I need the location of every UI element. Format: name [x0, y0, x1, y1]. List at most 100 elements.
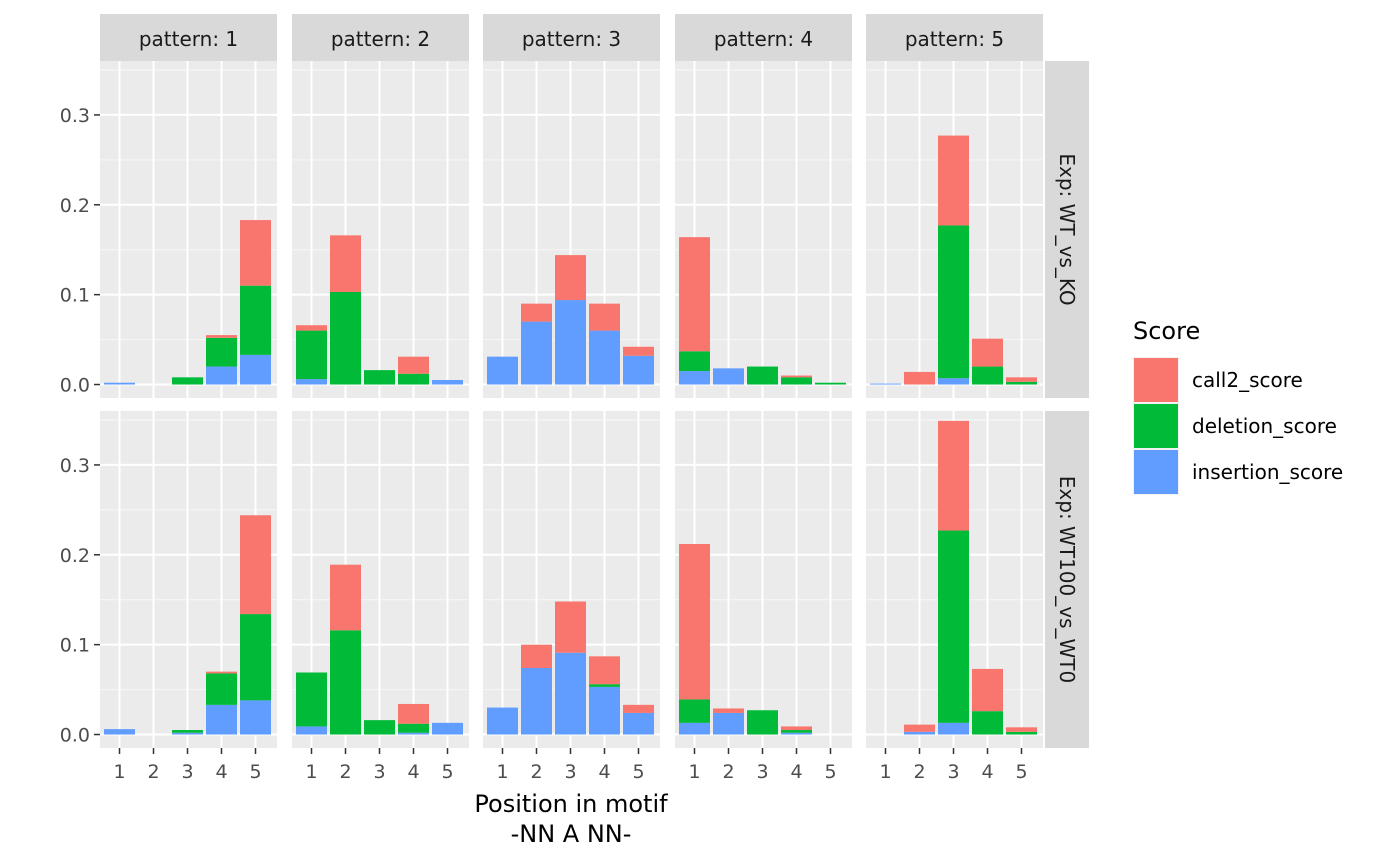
bar-insertion_score-pos1: [296, 379, 327, 385]
facet-strip-top: [292, 14, 469, 61]
bar-deletion_score-pos4: [206, 673, 237, 705]
bar-call2_score-pos2: [330, 564, 361, 631]
bar-insertion_score-pos3: [938, 722, 969, 735]
bar-deletion_score-pos3: [364, 370, 395, 385]
bar-call2_score-pos4: [589, 303, 620, 331]
legend-swatch-insertion_score: [1134, 450, 1178, 494]
bar-deletion_score-pos1: [679, 351, 710, 372]
facet-strip-top: [483, 14, 660, 61]
x-tick-label: 4: [981, 761, 993, 783]
x-tick-label: 2: [722, 761, 734, 783]
bar-insertion_score-pos2: [521, 321, 552, 385]
x-tick-label: 3: [564, 761, 576, 783]
bar-call2_score-pos3: [555, 601, 586, 653]
facet-strip-label: pattern: 3: [522, 27, 621, 51]
facet-strip-right: [1045, 411, 1089, 748]
bar-deletion_score-pos4: [972, 711, 1003, 735]
legend-swatch-deletion_score: [1134, 404, 1178, 448]
legend-swatch-call2_score: [1134, 358, 1178, 402]
bar-deletion_score-pos1: [296, 672, 327, 727]
bar-insertion_score-pos1: [296, 726, 327, 735]
bar-insertion_score-pos1: [679, 722, 710, 735]
x-tick-label: 4: [598, 761, 610, 783]
bar-insertion_score-pos1: [487, 356, 518, 385]
bar-call2_score-pos3: [938, 420, 969, 531]
bar-insertion_score-pos5: [240, 700, 271, 735]
legend: Score call2_score deletion_score insertion…: [1133, 317, 1343, 495]
x-tick-label: 2: [530, 761, 542, 783]
x-tick-label: 5: [249, 761, 261, 783]
bar-deletion_score-pos3: [747, 710, 778, 735]
panel-r2-c2: [292, 411, 469, 748]
bar-insertion_score-pos5: [623, 355, 654, 385]
bar-call2_score-pos4: [589, 656, 620, 685]
x-tick-label: 1: [879, 761, 891, 783]
panel-r1-c1: [100, 61, 277, 398]
y-tick-label: 0.3: [60, 105, 90, 127]
bar-call2_score-pos4: [781, 375, 812, 378]
bar-call2_score-pos4: [206, 671, 237, 674]
x-tick-label: 5: [441, 761, 453, 783]
bar-call2_score-pos5: [623, 346, 654, 356]
bar-insertion_score-pos5: [623, 712, 654, 735]
legend-label-call2_score: call2_score: [1192, 368, 1303, 392]
x-axis-title-line-1: Position in motif: [474, 790, 668, 818]
bar-deletion_score-pos4: [589, 684, 620, 687]
panel-r1-c4: [675, 61, 852, 398]
bar-deletion_score-pos2: [330, 630, 361, 735]
bar-insertion_score-pos5: [432, 722, 463, 735]
panel-r1-c2: [292, 61, 469, 398]
x-tick-label: 4: [215, 761, 227, 783]
bar-call2_score-pos5: [623, 704, 654, 713]
bar-deletion_score-pos3: [172, 377, 203, 385]
bar-insertion_score-pos1: [104, 729, 135, 735]
bar-call2_score-pos2: [904, 724, 935, 732]
bar-insertion_score-pos1: [679, 371, 710, 385]
x-tick-label: 2: [147, 761, 159, 783]
bar-deletion_score-pos5: [240, 614, 271, 701]
legend-label-deletion_score: deletion_score: [1192, 414, 1337, 438]
bar-deletion_score-pos5: [240, 285, 271, 355]
bar-call2_score-pos2: [330, 235, 361, 292]
facet-strip-label: Exp: WT_vs_KO: [1055, 153, 1079, 305]
x-tick-label: 3: [947, 761, 959, 783]
bar-call2_score-pos1: [296, 325, 327, 331]
bar-insertion_score-pos4: [781, 732, 812, 735]
x-tick-label: 4: [790, 761, 802, 783]
bar-deletion_score-pos3: [364, 720, 395, 735]
bar-insertion_score-pos4: [589, 330, 620, 385]
bar-deletion_score-pos2: [330, 291, 361, 385]
bar-call2_score-pos5: [240, 220, 271, 286]
bar-insertion_score-pos4: [398, 732, 429, 735]
bar-insertion_score-pos5: [432, 380, 463, 385]
panel-r2-c4: [675, 411, 852, 748]
panel-r2-c1: [100, 411, 277, 748]
bar-insertion_score-pos5: [240, 354, 271, 385]
x-tick-label: 5: [632, 761, 644, 783]
bar-deletion_score-pos3: [938, 225, 969, 379]
facet-strip-top: [866, 14, 1043, 61]
bar-deletion_score-pos4: [781, 730, 812, 733]
bar-call2_score-pos5: [1006, 377, 1037, 382]
bar-call2_score-pos2: [713, 708, 744, 713]
bar-insertion_score-pos4: [206, 704, 237, 735]
bar-insertion_score-pos2: [713, 712, 744, 735]
axes-layer: 0.00.10.20.30.00.10.20.31 2 3 4 5 1 2 3 4 5 1 2 3 4 5 1…: [60, 105, 1028, 783]
facet-strip-label: pattern: 4: [714, 27, 813, 51]
bar-insertion_score-pos3: [938, 378, 969, 385]
bar-deletion_score-pos4: [398, 373, 429, 385]
bar-insertion_score-pos1: [104, 382, 135, 385]
y-tick-label: 0.1: [60, 635, 90, 657]
y-tick-label: 0.2: [60, 545, 90, 567]
bar-call2_score-pos3: [938, 135, 969, 226]
bar-deletion_score-pos1: [296, 330, 327, 380]
legend-title: Score: [1133, 317, 1200, 345]
x-tick-label: 3: [756, 761, 768, 783]
bar-call2_score-pos4: [972, 668, 1003, 712]
bar-deletion_score-pos4: [206, 337, 237, 367]
facet-strip-top: [100, 14, 277, 61]
bar-call2_score-pos4: [398, 356, 429, 374]
bar-insertion_score-pos4: [589, 686, 620, 735]
y-tick-label: 0.0: [60, 375, 90, 397]
bar-deletion_score-pos5: [1006, 731, 1037, 735]
